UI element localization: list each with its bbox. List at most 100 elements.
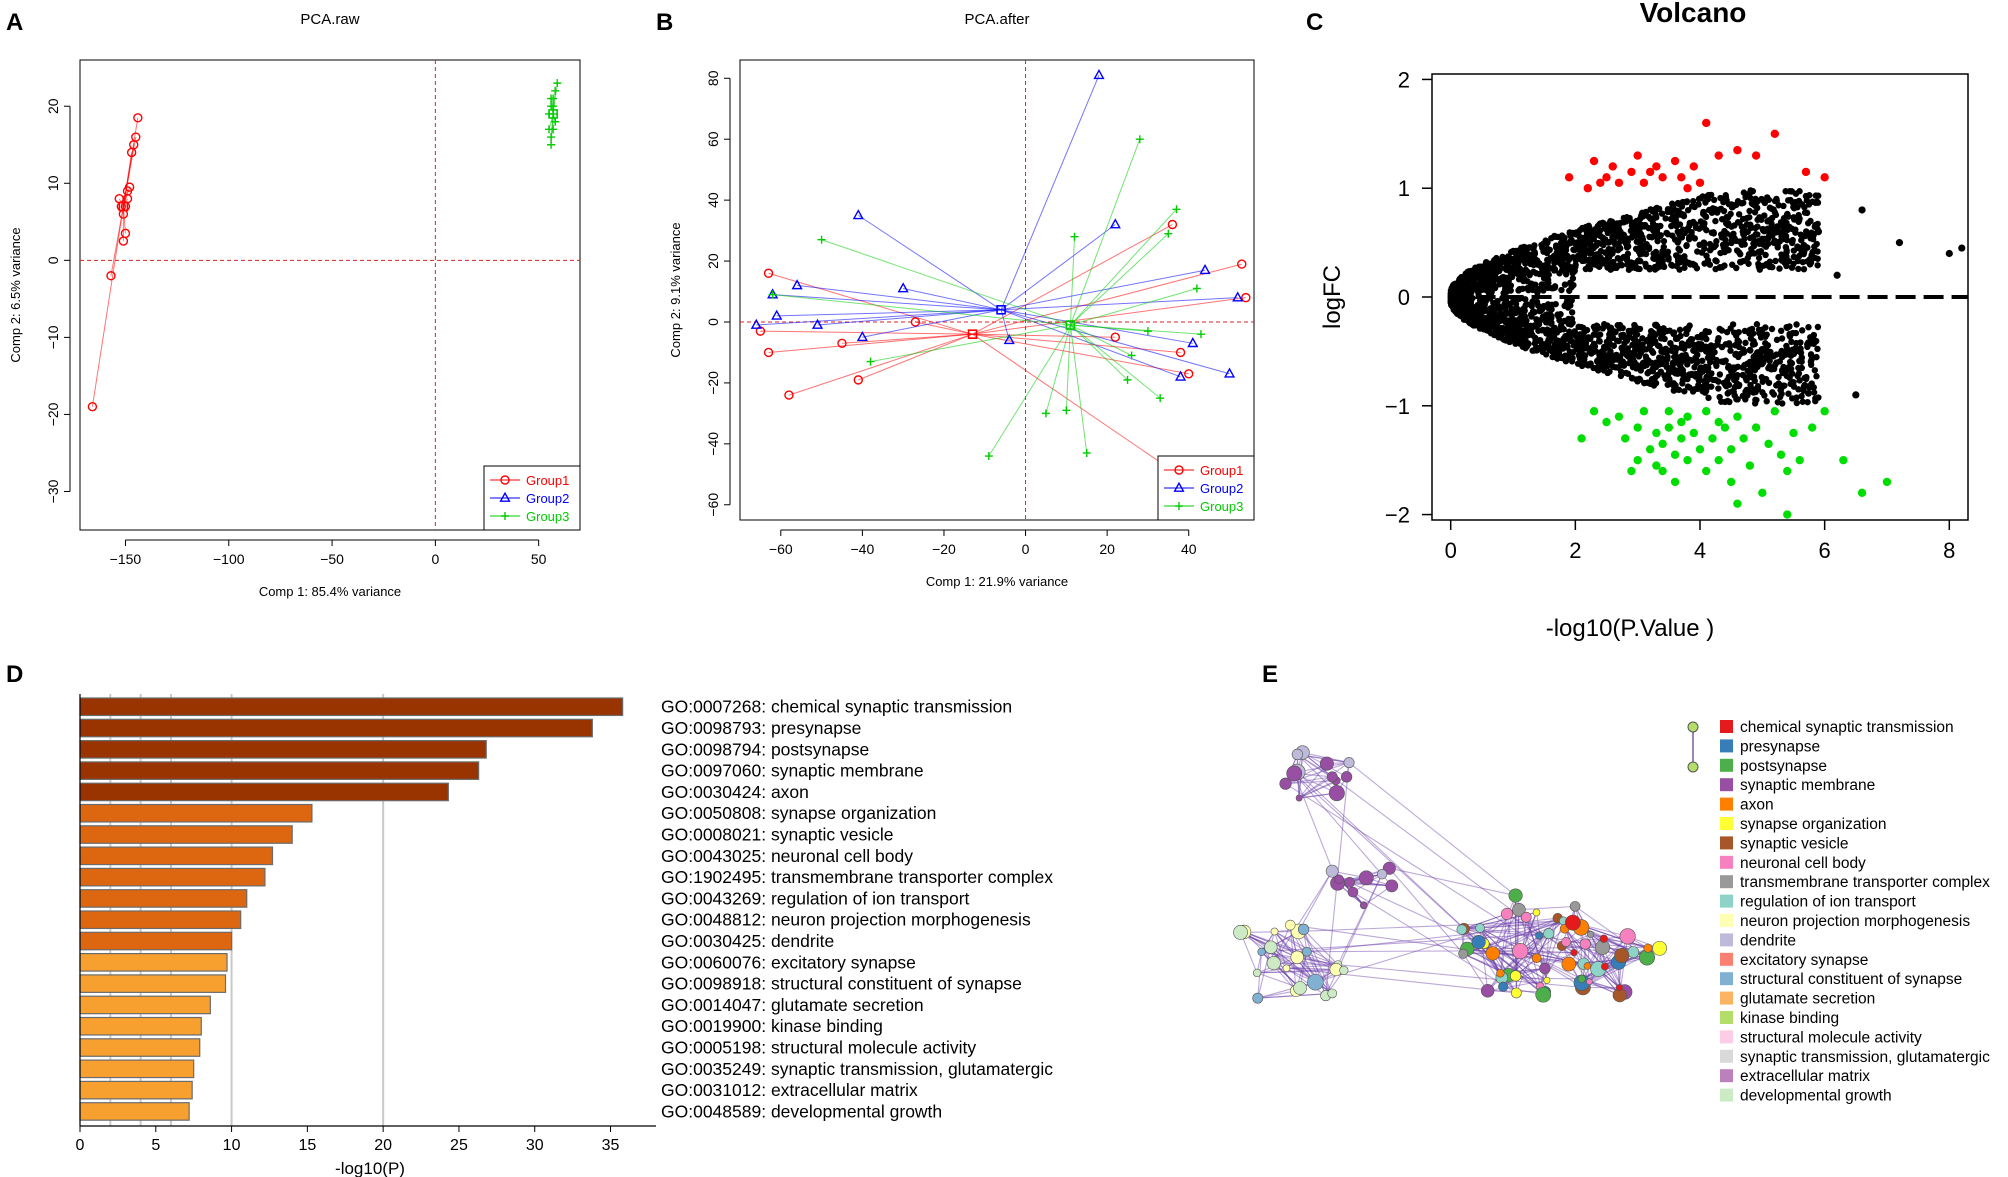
- neutral-point: [1833, 271, 1841, 279]
- neutral-point: [1600, 241, 1607, 249]
- neutral-point: [1610, 262, 1617, 269]
- legend-marker: [1175, 502, 1183, 510]
- neutral-point: [1590, 331, 1598, 338]
- neutral-point: [1801, 209, 1809, 216]
- down-regulated-point: [1714, 455, 1723, 465]
- network-edge: [1479, 927, 1546, 993]
- neutral-point: [1632, 245, 1640, 253]
- data-point: [1192, 284, 1201, 293]
- neutral-point: [1635, 218, 1642, 225]
- neutral-point: [1652, 379, 1660, 387]
- neutral-point: [1595, 367, 1602, 374]
- neutral-point: [1705, 206, 1713, 214]
- neutral-point: [1542, 351, 1550, 358]
- pca-raw-chart: PCA.raw−150 −100 −50 0 50−30−20−1001020Comp …: [8, 11, 581, 599]
- network-node: [1475, 923, 1485, 933]
- neutral-point: [1541, 281, 1549, 288]
- legend-swatch: [1720, 817, 1733, 830]
- data-point: [1241, 292, 1251, 303]
- neutral-point: [1586, 224, 1593, 231]
- neutral-point: [1715, 385, 1722, 392]
- neutral-point: [1704, 354, 1712, 361]
- neutral-point: [1726, 398, 1733, 406]
- category-label: GO:0048812: neuron projection morphogene…: [661, 910, 1031, 930]
- down-regulated-point: [1733, 499, 1742, 508]
- spider-line: [788, 333, 973, 396]
- neutral-point: [1686, 219, 1693, 227]
- neutral-point: [1592, 348, 1600, 355]
- network-node: [1290, 950, 1304, 964]
- neutral-point: [1696, 241, 1703, 249]
- neutral-point: [1735, 343, 1743, 351]
- spider-line: [858, 333, 973, 381]
- neutral-point: [1569, 270, 1576, 277]
- neutral-point: [1805, 219, 1812, 227]
- network-edge: [1297, 754, 1338, 794]
- neutral-point: [1735, 328, 1742, 336]
- down-regulated-point: [1689, 428, 1698, 438]
- neutral-point: [1609, 363, 1617, 371]
- bar: [79, 825, 293, 844]
- neutral-point: [1698, 384, 1705, 391]
- neutral-point: [1556, 270, 1563, 277]
- network-edge: [1499, 913, 1508, 974]
- data-point: [1041, 409, 1050, 418]
- bar: [79, 697, 624, 717]
- neutral-point: [1523, 252, 1530, 259]
- neutral-point: [1576, 238, 1584, 246]
- network-node: [1471, 934, 1486, 950]
- down-regulated-point: [1633, 423, 1642, 432]
- neutral-point: [1556, 326, 1564, 334]
- neutral-point: [1721, 227, 1728, 235]
- network-edge: [1286, 967, 1327, 997]
- neutral-point: [1646, 233, 1653, 241]
- neutral-point: [1668, 200, 1676, 207]
- neutral-point: [1653, 228, 1661, 236]
- spider-line: [776, 309, 1002, 317]
- network-node: [1282, 964, 1291, 973]
- neutral-point: [1738, 239, 1745, 247]
- data-point: [750, 318, 762, 329]
- neutral-point: [1602, 352, 1609, 359]
- network-edge: [1479, 927, 1546, 993]
- neutral-point: [1747, 364, 1755, 371]
- down-regulated-point: [1652, 461, 1661, 470]
- neutral-point: [1783, 342, 1790, 350]
- neutral-point: [1669, 262, 1676, 269]
- spider-line: [1070, 233, 1169, 326]
- data-point: [551, 117, 560, 126]
- neutral-point: [1763, 331, 1770, 338]
- network-edge: [1506, 913, 1517, 976]
- legend-swatch: [1720, 758, 1733, 772]
- neutral-point: [1774, 226, 1781, 233]
- panel-label-e: E: [1262, 661, 1278, 688]
- neutral-point: [1709, 376, 1717, 384]
- neutral-point: [1785, 257, 1793, 265]
- data-point: [784, 390, 794, 400]
- category-label: GO:0048589: developmental growth: [661, 1101, 942, 1121]
- up-regulated-point: [1614, 178, 1624, 187]
- neutral-point: [1716, 393, 1723, 401]
- x-tick-label: 20: [1099, 541, 1115, 557]
- neutral-points: [1447, 187, 1966, 407]
- neutral-point: [1724, 220, 1732, 227]
- neutral-point: [1677, 210, 1684, 217]
- neutral-point: [1685, 236, 1693, 243]
- neutral-point: [1740, 224, 1747, 231]
- neutral-point: [1595, 337, 1603, 345]
- network-edge: [1285, 776, 1333, 785]
- network-node: [1270, 927, 1279, 936]
- neutral-point: [1764, 342, 1772, 349]
- category-label: GO:0030424: axon: [661, 782, 809, 802]
- spider-line: [1000, 309, 1230, 375]
- network-node: [1485, 946, 1500, 961]
- neutral-point: [1647, 206, 1654, 213]
- neutral-point: [1567, 263, 1574, 271]
- spider-line: [91, 206, 124, 407]
- data-point: [763, 347, 774, 358]
- data-point: [547, 133, 556, 142]
- neutral-point: [1728, 204, 1736, 211]
- data-point: [1174, 370, 1187, 381]
- neutral-point: [1660, 243, 1667, 251]
- category-label: GO:0098918: structural constituent of sy…: [661, 974, 1022, 994]
